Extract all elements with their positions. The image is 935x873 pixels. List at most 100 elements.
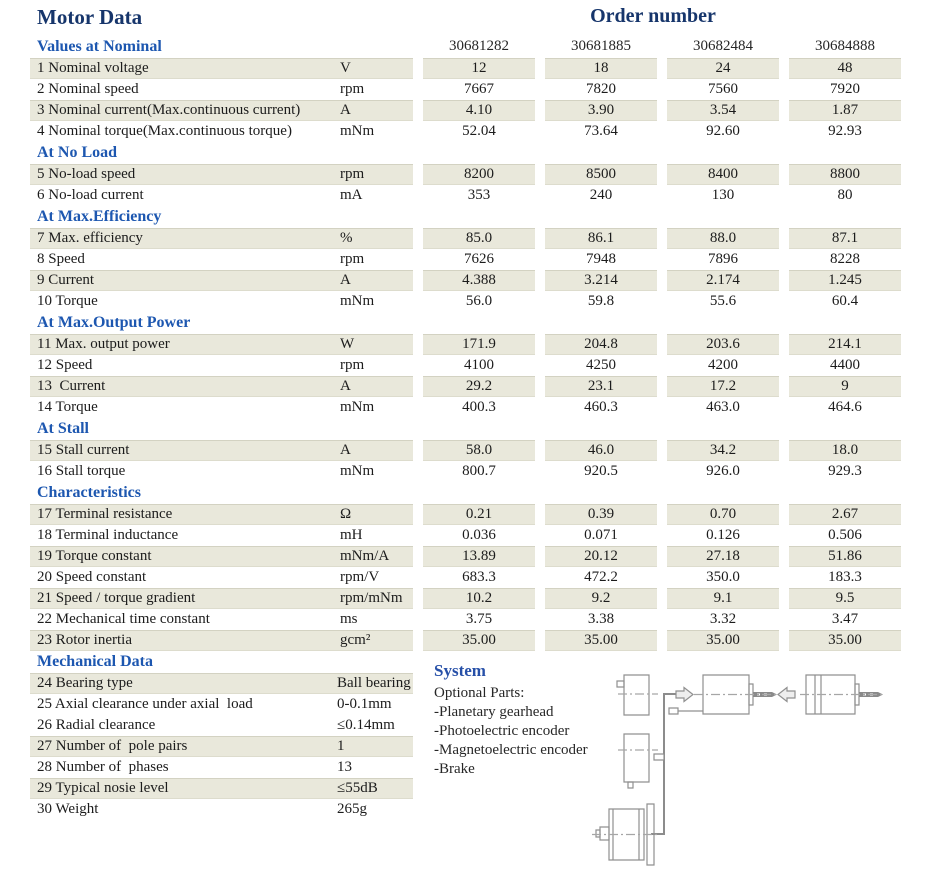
cell-value: 80 [837,187,853,203]
cell-value: 1.245 [789,270,901,291]
cell-value: 0.506 [828,527,862,543]
cell-value: 4250 [586,357,616,373]
table-row: 5 No-load speed rpm 8200 8500 8400 8800 [30,164,935,185]
row-label: 7 Max. efficiency [37,230,143,246]
row-label-bar: 1 Nominal voltage V [30,58,413,79]
cell-value: 18.0 [789,440,901,461]
cell-value: 214.1 [789,334,901,355]
page-header: Motor Data Order number [0,0,935,36]
row-unit: mNm [340,123,375,139]
cell-value: 18 [545,58,657,79]
motor-center-icon [694,675,778,714]
section-label-bar: At Max.Output Power [30,312,413,334]
cell-value: 13.89 [423,546,535,567]
cell-value: 8800 [789,164,901,185]
cell-value: 9.5 [789,588,901,609]
cell-value: 48 [789,58,901,79]
row-label-bar: 29 Typical nosie level ≤55dB [30,778,413,799]
row-label: 20 Speed constant [37,569,147,585]
table-row: Values at Nominal 30681282 30681885 3068248… [30,36,935,58]
section-label-bar: Characteristics [30,482,413,504]
cell-value: 56.0 [465,293,493,309]
table-row: 24 Bearing type Ball bearing [30,673,480,694]
row-label: 1 Nominal voltage [37,60,149,76]
row-label: 13 Current [37,378,106,394]
row-label-bar: 22 Mechanical time constant ms [30,609,413,630]
table-row: 4 Nominal torque(Max.continuous torque) m… [30,121,935,142]
cell-value: 10.2 [423,588,535,609]
order-number-header: Order number [590,5,716,27]
cell-value: 920.5 [584,463,618,479]
row-unit: rpm [340,251,365,267]
row-label: 21 Speed / torque gradient [37,590,196,606]
row-value: ≤0.14mm [337,717,395,733]
table-row: 17 Terminal resistance Ω 0.21 0.39 0.70 2.67 [30,504,935,525]
row-label: 22 Mechanical time constant [37,611,210,627]
cell-value: 7626 [464,251,494,267]
system-diagram [560,657,935,870]
row-unit: mH [340,527,363,543]
cell-value: 87.1 [789,228,901,249]
cell-value: 9.1 [667,588,779,609]
cell-value: 464.6 [828,399,862,415]
row-unit: mA [340,187,363,203]
row-label: 12 Speed [37,357,93,373]
cell-value: 9 [789,376,901,397]
cell-value: 59.8 [587,293,615,309]
row-label-bar: 24 Bearing type Ball bearing [30,673,413,694]
order-number: 30681885 [571,38,631,54]
row-label-bar: 3 Nominal current(Max.continuous current… [30,100,413,121]
table-row: 19 Torque constant mNm/A 13.89 20.12 27.18 51… [30,546,935,567]
row-label: 29 Typical nosie level [37,780,169,796]
row-label: 17 Terminal resistance [37,506,173,522]
row-unit: mNm/A [340,548,390,564]
row-unit: Ω [340,506,352,522]
row-label: 14 Torque [37,399,98,415]
table-row: Mechanical Data [30,651,480,673]
cell-value: 350.0 [706,569,740,585]
table-row: 11 Max. output power W 171.9 204.8 203.6 214.… [30,334,935,355]
cell-value: 183.3 [828,569,862,585]
section-header: At Stall [37,420,89,437]
cell-value: 926.0 [706,463,740,479]
cell-value: 0.071 [584,527,618,543]
row-label: 26 Radial clearance [37,717,156,733]
table-row: 20 Speed constant rpm/V 683.3 472.2 350.0 183… [30,567,935,588]
row-label-bar: 8 Speed rpm [30,249,413,270]
row-label-bar: 19 Torque constant mNm/A [30,546,413,567]
table-row: 22 Mechanical time constant ms 3.75 3.38 3.3… [30,609,935,630]
cell-value: 4100 [464,357,494,373]
row-unit: A [340,378,351,394]
cell-value: 929.3 [828,463,862,479]
row-unit: W [340,336,355,352]
row-unit: ms [340,611,358,627]
row-label: 8 Speed [37,251,85,267]
cell-value: 12 [423,58,535,79]
row-unit: rpm [340,166,365,182]
cell-value: 51.86 [789,546,901,567]
table-row: 3 Nominal current(Max.continuous current… [30,100,935,121]
row-label: 9 Current [37,272,95,288]
cell-value: 240 [589,187,613,203]
row-label: 25 Axial clearance under axial load [37,696,253,712]
cell-value: 92.60 [706,123,740,139]
row-unit: mNm [340,293,375,309]
cell-value: 353 [467,187,491,203]
table-row: 9 Current A 4.388 3.214 2.174 1.245 [30,270,935,291]
row-unit: A [340,102,351,118]
row-label-bar: 14 Torque mNm [30,397,413,418]
table-row: Characteristics [30,482,935,504]
section-label-bar: Values at Nominal [30,36,413,58]
cell-value: 0.21 [423,504,535,525]
row-label: 28 Number of phases [37,759,169,775]
table-row: 12 Speed rpm 4100 4250 4200 4400 [30,355,935,376]
cell-value: 130 [711,187,735,203]
row-value: 1 [337,738,345,754]
row-label: 3 Nominal current(Max.continuous current… [37,102,301,118]
cell-value: 1.87 [789,100,901,121]
row-label-bar: 7 Max. efficiency% [30,228,413,249]
cell-value: 3.32 [709,611,737,627]
table-row: 15 Stall current A 58.0 46.0 34.2 18.0 [30,440,935,461]
row-unit: rpm/mNm [340,590,403,606]
cell-value: 8400 [667,164,779,185]
